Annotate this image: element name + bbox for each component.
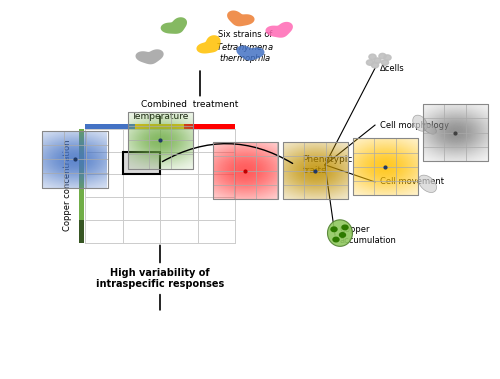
Polygon shape [266,22,293,38]
Circle shape [372,63,378,68]
Bar [422,104,488,161]
Polygon shape [328,220,352,246]
Circle shape [384,55,391,60]
Circle shape [333,237,339,242]
Polygon shape [413,115,428,131]
Circle shape [331,227,337,232]
FancyArrowPatch shape [162,144,292,163]
Bar [85,129,235,243]
Circle shape [366,60,374,65]
Text: Cell movement: Cell movement [380,177,444,186]
Text: High variability of
intraspecific responses: High variability of intraspecific respon… [96,268,224,289]
Bar [352,138,418,195]
Bar [134,124,184,129]
Bar [79,129,84,220]
Bar [79,220,84,243]
Circle shape [382,60,388,65]
Text: Δcells: Δcells [380,64,405,73]
Polygon shape [160,17,187,34]
Polygon shape [236,45,264,61]
Bar [122,152,160,174]
Text: Cell morphology: Cell morphology [380,121,449,130]
Bar [85,124,134,129]
Circle shape [374,58,381,63]
Text: Phenotypic
traits: Phenotypic traits [302,155,353,175]
Circle shape [369,54,376,60]
Bar [42,131,108,188]
Polygon shape [136,49,164,64]
Polygon shape [196,35,220,53]
Bar [282,142,348,199]
Polygon shape [424,124,436,134]
Text: $\it{Tetrahymena}$: $\it{Tetrahymena}$ [216,41,274,54]
Text: Copper concentration: Copper concentration [63,140,72,232]
Bar [184,124,235,129]
Circle shape [379,53,386,59]
Polygon shape [418,175,436,193]
Bar [212,142,278,199]
Text: $\it{thermophila}$: $\it{thermophila}$ [219,52,271,65]
Text: Combined  treatment: Combined treatment [142,100,238,109]
Circle shape [340,233,345,237]
Circle shape [342,225,348,230]
Text: Copper
accumulation: Copper accumulation [340,225,397,245]
Text: Six strains of: Six strains of [218,30,272,39]
Bar [128,112,192,169]
Text: Temperature: Temperature [132,111,188,121]
Polygon shape [227,11,254,26]
